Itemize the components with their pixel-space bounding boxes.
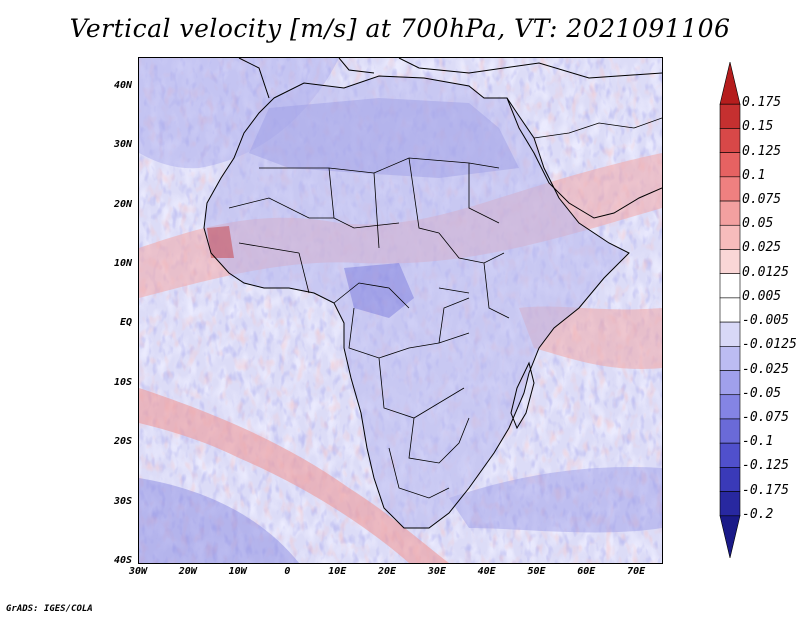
country-borders (228, 157, 510, 499)
colorbar-label: -0.0125 (742, 337, 797, 353)
lon-tick-label: 40E (477, 566, 496, 577)
colorbar-swatch (719, 515, 741, 558)
colorbar-swatch (719, 442, 741, 468)
grads-credit: GrADS: IGES/COLA (6, 604, 93, 614)
lat-tick-label: 40S (113, 555, 132, 566)
lon-tick-label: 20W (178, 566, 197, 577)
colorbar-label: -0.1 (742, 434, 774, 450)
southern-indian-descent-region (449, 467, 662, 533)
colorbar-label: 0.05 (742, 216, 774, 232)
colorbar-label: -0.05 (742, 385, 782, 401)
lat-tick-label: 20S (113, 436, 132, 448)
colorbar (719, 62, 741, 558)
colorbar-swatch (719, 491, 741, 517)
lon-tick-label: 0 (284, 566, 291, 577)
colorbar-swatch (719, 62, 741, 105)
europe-asia-coastline (238, 58, 662, 99)
colorbar-label: 0.175 (742, 95, 782, 111)
north-atlantic-descent-region (139, 58, 339, 169)
vertical-velocity-map (139, 58, 662, 563)
west-africa-ascent-patch (207, 226, 234, 258)
lon-tick-label: 30W (128, 566, 148, 577)
colorbar-swatch (719, 467, 741, 492)
colorbar-label: -0.005 (742, 313, 789, 329)
colorbar-swatch (719, 103, 741, 129)
colorbar-label: 0.0125 (742, 264, 789, 280)
colorbar-swatch (719, 152, 741, 178)
arabia-interior-border (533, 117, 662, 139)
lat-tick-label: 40N (113, 79, 132, 91)
lat-tick-label: 30S (113, 495, 132, 507)
lon-tick-label: 10E (328, 566, 347, 577)
colorbar-label: -0.2 (742, 506, 774, 522)
lon-tick-label: 60E (577, 566, 596, 577)
lat-tick-label: 10S (113, 376, 132, 388)
colorbar-swatch (719, 321, 741, 347)
africa-coastline (203, 75, 630, 529)
chart-title: Vertical velocity [m/s] at 700hPa, VT: 2… (69, 14, 731, 43)
colorbar-swatch (719, 370, 741, 396)
colorbar-swatch (719, 128, 741, 153)
colorbar-label: 0.025 (742, 240, 782, 256)
lon-tick-label: 70E (627, 566, 646, 577)
lon-tick-label: 20E (378, 566, 397, 577)
colorbar-swatch (719, 273, 741, 299)
colorbar-label: -0.125 (742, 458, 789, 474)
map-panel (138, 57, 663, 564)
colorbar-label: 0.15 (742, 119, 774, 135)
colorbar-swatch (719, 394, 741, 420)
colorbar-label: -0.025 (742, 361, 789, 377)
africa-shading (204, 76, 629, 528)
lat-tick-label: EQ (119, 317, 132, 329)
lon-tick-label: 10W (228, 566, 247, 577)
colorbar-label: 0.1 (742, 167, 766, 183)
congo-mixed-region (344, 263, 414, 318)
colorbar-label: 0.075 (742, 192, 782, 208)
colorbar-swatch (719, 249, 741, 274)
sahara-descent-region (249, 98, 519, 178)
lon-tick-label: 50E (527, 566, 546, 577)
colorbar-label: -0.175 (742, 482, 789, 498)
arabia-coastline (506, 97, 662, 219)
colorbar-swatch (719, 418, 741, 444)
colorbar-swatch (719, 297, 741, 323)
lat-tick-label: 30N (113, 139, 132, 151)
lon-tick-label: 30E (427, 566, 446, 577)
madagascar-coastline (510, 361, 535, 430)
colorbar-label: -0.075 (742, 409, 789, 425)
lat-tick-label: 20N (113, 198, 132, 210)
colorbar-swatch (719, 200, 741, 226)
colorbar-label: 0.125 (742, 143, 782, 159)
colorbar-swatch (719, 346, 741, 371)
south-atlantic-descent-region (139, 478, 299, 563)
colorbar-label: 0.005 (742, 288, 782, 304)
lat-tick-label: 10N (113, 257, 132, 269)
colorbar-swatch (719, 224, 741, 250)
colorbar-swatch (719, 176, 741, 202)
south-atlantic-ascent-band (139, 388, 449, 563)
